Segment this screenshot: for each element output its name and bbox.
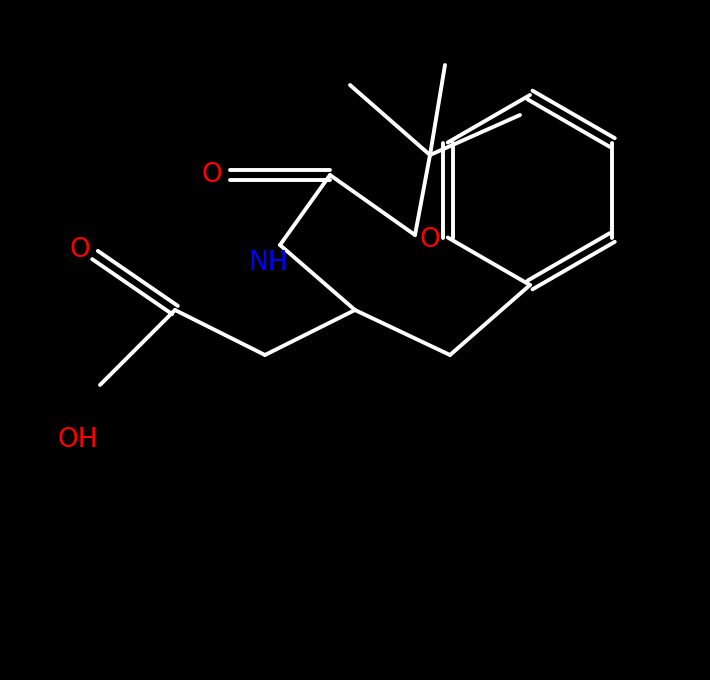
Text: NH: NH [248, 250, 288, 276]
Text: O: O [420, 227, 440, 253]
Text: O: O [202, 162, 222, 188]
Text: O: O [70, 237, 90, 263]
Text: OH: OH [58, 427, 98, 453]
